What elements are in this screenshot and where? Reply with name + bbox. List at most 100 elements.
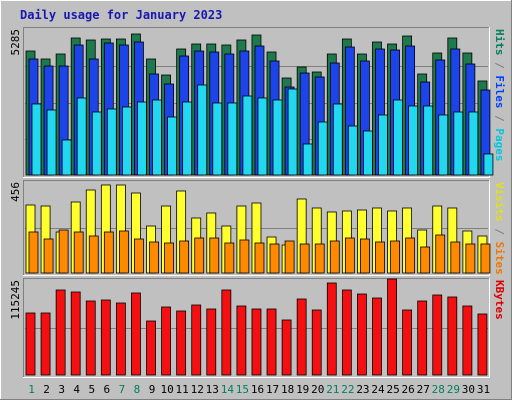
chart-panels: 5285 Hits / Files / Pages 456 Visits / Site… [9, 27, 506, 378]
x-tick-label-6: 6 [104, 383, 111, 396]
bar-sites-day-14 [224, 242, 235, 274]
bar-sites-day-17 [269, 243, 280, 274]
bar-kbytes-day-22 [341, 289, 352, 376]
legend-part: Pages [493, 128, 506, 161]
bar-pages-day-15 [242, 95, 253, 176]
x-tick-label-7: 7 [119, 383, 126, 396]
bar-sites-day-27 [420, 246, 431, 274]
bar-sites-day-31 [480, 243, 491, 274]
y-max-label: 115245 [9, 280, 22, 320]
bar-pages-day-8 [137, 101, 147, 176]
bar-kbytes-day-21 [326, 282, 337, 376]
x-tick-label-8: 8 [134, 383, 141, 396]
bar-pages-day-17 [272, 99, 283, 176]
bar-sites-day-24 [375, 241, 385, 274]
bar-kbytes-day-27 [417, 300, 428, 376]
bar-pages-day-22 [347, 125, 358, 176]
bar-pages-day-1 [31, 103, 42, 176]
bar-sites-day-18 [284, 240, 295, 274]
legend-part: / [493, 56, 506, 76]
x-tick-label-24: 24 [371, 383, 385, 396]
x-tick-label-5: 5 [88, 383, 95, 396]
x-tick-label-2: 2 [43, 383, 50, 396]
x-tick-label-9: 9 [149, 383, 156, 396]
bar-kbytes-day-24 [372, 297, 382, 376]
bar-kbytes-day-13 [206, 308, 217, 376]
bar-kbytes-day-16 [251, 308, 262, 376]
x-tick-label-3: 3 [58, 383, 65, 396]
bar-pages-day-5 [91, 111, 102, 176]
y-max-label: 456 [9, 182, 22, 202]
x-tick-label-25: 25 [386, 383, 399, 396]
x-axis-ticks: 1 2 3 4 5 6 7 8 9 10 11 12 13 14 15 16 17 18 19 20 21 22 23 24 2… [28, 383, 490, 396]
bar-pages-day-27 [423, 105, 434, 176]
bar-sites-day-21 [329, 240, 340, 274]
x-tick-label-13: 13 [206, 383, 219, 396]
bar-pages-day-13 [212, 102, 223, 176]
bar-sites-day-13 [209, 237, 220, 274]
bar-sites-day-25 [390, 240, 400, 274]
bar-pages-day-28 [438, 114, 449, 176]
bar-sites-day-10 [164, 242, 174, 274]
bar-sites-day-9 [149, 241, 159, 274]
x-tick-label-23: 23 [356, 383, 369, 396]
bar-kbytes-day-10 [161, 306, 171, 376]
bar-pages-day-11 [182, 101, 193, 176]
bar-kbytes-day-1 [25, 312, 36, 376]
x-tick-label-4: 4 [73, 383, 80, 396]
bar-sites-day-8 [134, 238, 144, 274]
legend-part: Sites [493, 242, 506, 275]
bar-pages-day-18 [287, 88, 298, 176]
bar-kbytes-day-18 [281, 319, 292, 376]
bar-kbytes-day-20 [311, 309, 322, 376]
bar-kbytes-day-2 [40, 312, 51, 376]
x-tick-label-31: 31 [477, 383, 490, 396]
legend-part: Hits [493, 29, 506, 56]
bar-kbytes-day-17 [266, 308, 277, 376]
bar-kbytes-day-14 [221, 289, 232, 376]
bar-pages-day-19 [302, 143, 313, 176]
bar-sites-day-4 [73, 231, 84, 274]
legend-part: / [493, 109, 506, 129]
bar-kbytes-day-12 [191, 304, 202, 376]
x-tick-label-17: 17 [266, 383, 279, 396]
series-legend: Hits / Files / Pages [493, 29, 506, 162]
x-tick-label-21: 21 [326, 383, 339, 396]
bar-sites-day-5 [88, 235, 99, 274]
x-tick-label-1: 1 [28, 383, 35, 396]
bar-sites-day-30 [465, 243, 476, 274]
bar-pages-day-14 [227, 102, 238, 176]
bar-pages-day-2 [46, 109, 57, 176]
series-legend: Visits / Sites [493, 182, 506, 275]
bar-sites-day-6 [103, 231, 114, 274]
bar-sites-day-12 [194, 237, 205, 274]
bar-kbytes-day-26 [402, 309, 413, 376]
bar-kbytes-day-31 [477, 313, 488, 376]
bar-kbytes-day-23 [357, 293, 367, 376]
bar-pages-day-20 [317, 121, 328, 176]
bar-pages-day-30 [468, 111, 479, 176]
x-tick-label-28: 28 [432, 383, 445, 396]
x-tick-label-16: 16 [251, 383, 264, 396]
bar-sites-day-23 [360, 238, 370, 274]
legend-part: KBytes [493, 280, 506, 320]
bar-pages-day-24 [378, 114, 388, 176]
legend-part: / [493, 222, 506, 242]
bar-pages-day-9 [152, 99, 162, 176]
x-tick-label-15: 15 [236, 383, 249, 396]
bar-sites-day-3 [58, 229, 69, 274]
bar-kbytes-day-11 [176, 310, 187, 376]
bar-kbytes-day-9 [146, 320, 156, 376]
legend-part: Visits [493, 182, 506, 222]
panel-kbytes: 115245 KBytes [9, 278, 506, 378]
x-tick-label-30: 30 [462, 383, 475, 396]
bar-sites-day-2 [43, 238, 54, 274]
x-tick-label-11: 11 [176, 383, 189, 396]
bar-pages-day-23 [363, 130, 373, 176]
bar-pages-day-29 [453, 111, 464, 176]
legend-part: Files [493, 75, 506, 108]
x-tick-label-26: 26 [402, 383, 415, 396]
x-tick-label-27: 27 [417, 383, 430, 396]
bar-sites-day-19 [299, 243, 310, 274]
